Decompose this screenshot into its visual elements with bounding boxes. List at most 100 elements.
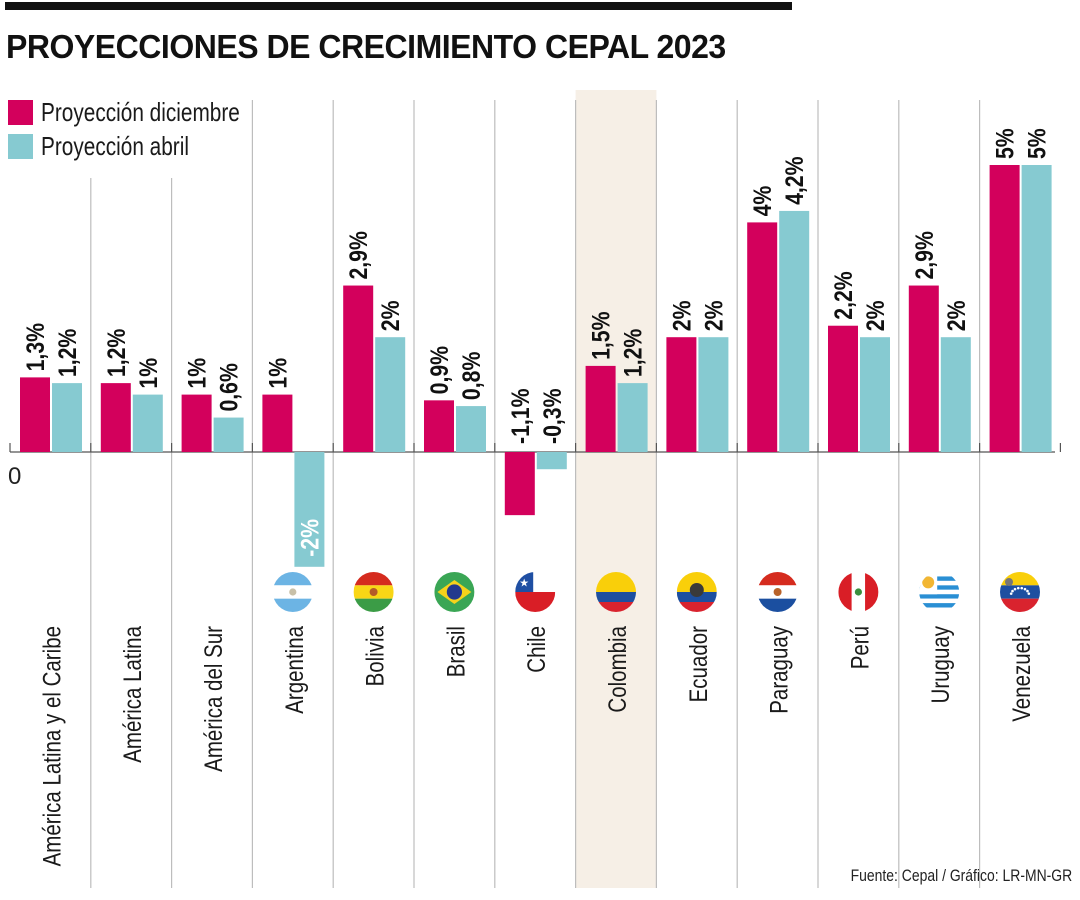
colombia-flag [596,572,636,612]
legend-label-abril: Proyección abril [41,130,189,161]
value-label: 0,9% [425,346,453,394]
value-label: 1% [264,358,292,389]
legend-item-abril: Proyección abril [8,129,290,163]
flag-stripe [919,603,960,608]
chile-flag: ★ [515,572,556,612]
flag-body [272,572,313,612]
value-label: 0,6% [215,363,243,411]
flag-body [353,572,394,612]
flag-stripe [596,602,636,612]
flag-stripe [919,598,960,604]
flag-stripe [272,598,313,612]
bar-diciembre [181,394,212,452]
venezuela-flag [1000,572,1040,612]
category-label: Venezuela [1007,626,1035,722]
flag-emblem [854,588,863,596]
category-label: América Latina [118,626,146,763]
bar-diciembre [908,285,939,452]
peru-flag [838,572,879,612]
value-label: -2% [296,519,324,557]
paraguay-flag [757,572,798,612]
category-label: Perú [845,626,873,669]
flag-emblem [1005,578,1013,586]
flag-star [1013,587,1017,591]
flag-stripe [676,572,717,592]
value-label: 1,3% [21,323,49,371]
bar-diciembre [424,400,454,452]
category-label: Paraguay [765,625,793,713]
flag-stripe [838,572,852,612]
flag-body [676,572,717,612]
value-label: -1,1% [506,389,534,444]
bar-diciembre [585,365,616,452]
bar-abril [213,417,244,452]
bar-diciembre [504,452,535,516]
flag-stripe [353,572,394,586]
value-label: 2% [377,301,405,332]
chart-title: PROYECCIONES DE CRECIMIENTO CEPAL 2023 [6,28,726,65]
flag-emblem [773,588,782,596]
legend-swatch-diciembre [8,99,33,125]
bar-diciembre [989,165,1020,452]
legend: Proyección diciembre Proyección abril [8,95,290,163]
flag-star [1026,589,1029,593]
bar-diciembre [20,377,50,452]
bar-abril [1021,165,1052,452]
value-label: 1,5% [587,311,615,359]
flag-sun [289,588,297,596]
flag-star [1020,586,1024,590]
flag-body [596,572,636,612]
flag-stripe [596,592,636,602]
flag-globe [446,584,462,600]
value-label: 2% [700,301,728,332]
uruguay-flag [919,572,960,612]
zero-label: 0 [8,463,21,490]
bar-abril [375,337,406,452]
category-label: Chile [522,626,550,673]
flag-stripe [919,580,960,586]
bar-diciembre [100,383,131,452]
bar-abril [940,337,971,452]
bar-abril [617,383,648,452]
flag-body [757,572,798,612]
value-label: 5% [1023,128,1051,159]
flag-star [1011,589,1014,593]
top-rule [5,2,792,10]
value-label: 2,9% [345,231,373,279]
value-label: 1,2% [102,329,130,377]
category-label: América Latina y el Caribe [37,626,65,866]
value-label: -0,3% [538,389,566,444]
flag-stripe [919,594,960,599]
flag-stripe [919,589,960,595]
value-label: 2,9% [910,231,938,279]
legend-label-diciembre: Proyección diciembre [41,96,240,127]
flag-stripe [596,572,636,592]
flag-stripe [515,592,556,612]
bar-diciembre [828,325,858,452]
flag-stripe [865,572,879,612]
highlight-column [575,90,657,888]
bolivia-flag [353,572,394,612]
flag-star: ★ [519,577,529,589]
value-label: 2,2% [829,271,857,319]
flag-stripe [919,572,960,577]
flag-body [919,572,960,612]
legend-item-diciembre: Proyección diciembre [8,95,290,129]
bar-abril [860,337,890,452]
flag-star [1016,586,1020,590]
flag-stripe [353,598,394,612]
bar-diciembre [747,222,778,452]
value-label: 1,2% [619,329,647,377]
bar-abril [779,210,810,452]
category-label: América del Sur [199,626,227,772]
category-label: Uruguay [926,625,954,703]
category-label: Bolivia [361,626,389,687]
flag-stripe [272,572,313,586]
value-label: 2% [942,301,970,332]
ecuador-flag [676,572,717,612]
flag-star [1023,587,1027,591]
value-label: 4% [749,186,777,217]
flag-stripe [676,602,717,612]
flag-star [1009,592,1013,595]
